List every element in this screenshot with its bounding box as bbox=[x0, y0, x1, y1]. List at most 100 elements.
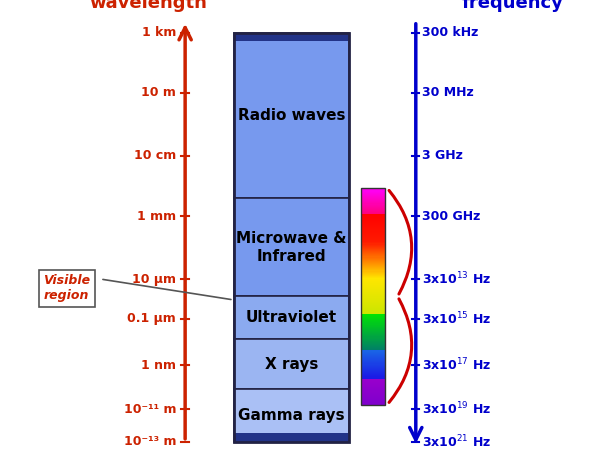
Text: 300 GHz: 300 GHz bbox=[422, 210, 480, 223]
Bar bbox=[361, 288, 385, 289]
Bar bbox=[361, 265, 385, 266]
Bar bbox=[361, 277, 385, 278]
Bar bbox=[361, 352, 385, 354]
Bar bbox=[361, 214, 385, 215]
Bar bbox=[361, 373, 385, 374]
Bar bbox=[361, 391, 385, 392]
Bar bbox=[361, 193, 385, 194]
Bar bbox=[361, 345, 385, 346]
Text: 10 m: 10 m bbox=[141, 86, 176, 100]
Bar bbox=[361, 316, 385, 317]
Bar bbox=[361, 196, 385, 197]
Bar bbox=[361, 295, 385, 297]
Bar bbox=[361, 367, 385, 368]
Bar bbox=[361, 379, 385, 380]
Bar bbox=[361, 225, 385, 226]
Bar bbox=[361, 285, 385, 286]
Bar bbox=[361, 276, 385, 277]
Bar bbox=[361, 357, 385, 358]
Bar bbox=[361, 198, 385, 199]
Bar bbox=[361, 279, 385, 280]
Bar bbox=[234, 433, 349, 442]
Bar bbox=[361, 368, 385, 369]
Bar bbox=[361, 251, 385, 252]
Bar bbox=[361, 272, 385, 274]
Bar bbox=[361, 343, 385, 344]
Text: 30 MHz: 30 MHz bbox=[422, 86, 473, 100]
Bar bbox=[361, 308, 385, 309]
Bar bbox=[361, 320, 385, 321]
Bar bbox=[361, 282, 385, 284]
Bar bbox=[361, 361, 385, 362]
Bar bbox=[234, 33, 349, 41]
Bar bbox=[361, 302, 385, 303]
Text: 3 GHz: 3 GHz bbox=[422, 149, 463, 162]
Bar bbox=[234, 389, 349, 442]
Bar bbox=[361, 213, 385, 214]
Bar bbox=[361, 344, 385, 345]
Bar bbox=[361, 215, 385, 216]
Bar bbox=[361, 264, 385, 265]
Bar bbox=[361, 387, 385, 388]
Bar bbox=[361, 351, 385, 352]
Bar bbox=[361, 269, 385, 271]
Bar bbox=[361, 249, 385, 250]
Bar bbox=[361, 207, 385, 208]
Bar bbox=[361, 188, 385, 405]
Bar bbox=[361, 402, 385, 404]
Bar bbox=[234, 339, 349, 389]
Bar bbox=[361, 227, 385, 228]
Bar bbox=[361, 388, 385, 389]
Bar bbox=[361, 294, 385, 295]
Text: 1 nm: 1 nm bbox=[141, 359, 176, 372]
Bar bbox=[361, 307, 385, 308]
Bar bbox=[361, 293, 385, 294]
Text: Visible
region: Visible region bbox=[43, 274, 90, 302]
Bar bbox=[361, 354, 385, 355]
Bar bbox=[361, 378, 385, 379]
Bar bbox=[361, 299, 385, 301]
Text: 3x10$^{13}$ Hz: 3x10$^{13}$ Hz bbox=[422, 271, 491, 287]
Bar bbox=[361, 206, 385, 207]
Bar bbox=[361, 394, 385, 395]
Bar bbox=[361, 274, 385, 275]
Bar bbox=[361, 318, 385, 319]
Bar bbox=[361, 254, 385, 255]
Bar bbox=[361, 261, 385, 262]
Bar bbox=[361, 360, 385, 361]
Bar bbox=[361, 377, 385, 378]
Bar bbox=[361, 241, 385, 242]
Bar bbox=[361, 384, 385, 385]
Bar bbox=[361, 364, 385, 365]
Bar bbox=[361, 210, 385, 211]
Bar bbox=[361, 337, 385, 338]
Bar bbox=[361, 401, 385, 402]
Bar bbox=[361, 298, 385, 299]
Bar bbox=[361, 380, 385, 381]
Bar bbox=[361, 322, 385, 324]
Bar bbox=[234, 198, 349, 297]
Bar bbox=[361, 248, 385, 249]
Bar bbox=[361, 305, 385, 306]
Bar bbox=[361, 309, 385, 311]
Text: 1 mm: 1 mm bbox=[137, 210, 176, 223]
Text: Radio waves: Radio waves bbox=[237, 108, 345, 123]
Bar bbox=[361, 333, 385, 334]
Text: 300 kHz: 300 kHz bbox=[422, 26, 478, 39]
Bar bbox=[234, 297, 349, 339]
Bar bbox=[361, 389, 385, 391]
Bar bbox=[361, 330, 385, 331]
Text: 10⁻¹¹ m: 10⁻¹¹ m bbox=[124, 403, 176, 416]
Bar bbox=[234, 33, 349, 198]
Bar bbox=[361, 301, 385, 302]
Bar bbox=[361, 239, 385, 240]
Bar bbox=[361, 247, 385, 248]
Bar bbox=[361, 197, 385, 198]
Text: 3x10$^{15}$ Hz: 3x10$^{15}$ Hz bbox=[422, 310, 491, 327]
Bar bbox=[361, 341, 385, 342]
Bar bbox=[361, 335, 385, 337]
Bar bbox=[361, 315, 385, 316]
Bar bbox=[361, 240, 385, 241]
Bar bbox=[361, 245, 385, 246]
Bar bbox=[361, 192, 385, 193]
